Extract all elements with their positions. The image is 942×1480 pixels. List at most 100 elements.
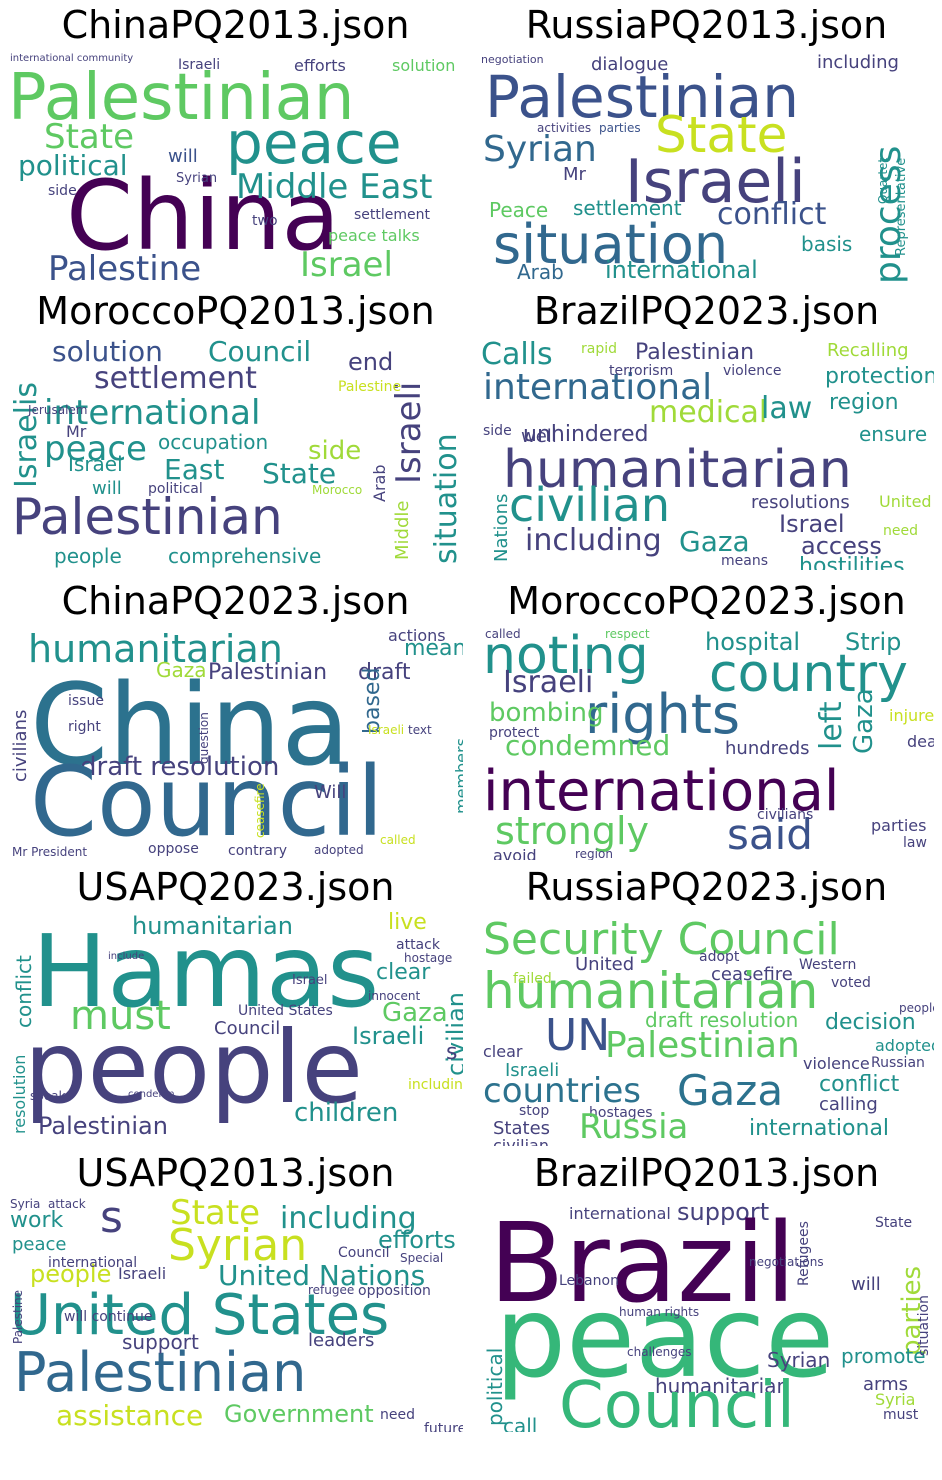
cloud-word: rapid <box>581 341 617 357</box>
cloud-word: means <box>404 636 463 661</box>
cloud-word: law <box>903 835 927 851</box>
panel-title: MoroccoPQ2023.json <box>507 579 906 623</box>
cloud-word: basis <box>801 232 853 256</box>
cloud-word: condemn <box>128 1089 175 1100</box>
cloud-word: need <box>380 1407 415 1423</box>
cloud-word: oppose <box>148 841 199 857</box>
cloud-word: Palestine <box>11 1289 25 1344</box>
cloud-word: adopted <box>875 1036 934 1055</box>
wordcloud-panel: USAPQ2013.json work s State including Syrian e… <box>0 1148 471 1434</box>
cloud-word: will <box>92 478 122 499</box>
cloud-word: side <box>483 423 512 439</box>
cloud-word: challenges <box>627 1345 692 1359</box>
cloud-word: decision <box>825 1010 916 1035</box>
cloud-word: Israeli <box>503 665 594 700</box>
cloud-word: attack <box>48 1197 86 1211</box>
cloud-word: work <box>10 1208 64 1233</box>
cloud-word: negotiation <box>481 53 544 66</box>
cloud-word: Palestinian <box>12 488 283 546</box>
cloud-word: clear <box>376 960 431 985</box>
cloud-word: international <box>483 367 713 408</box>
cloud-word: include <box>108 951 145 962</box>
wordcloud-canvas: Palestinian peace China Middle East State pol… <box>8 48 463 284</box>
cloud-word: region <box>829 390 899 415</box>
cloud-word: States <box>493 1118 551 1139</box>
cloud-word: actions <box>388 626 446 645</box>
cloud-word: Russia <box>579 1107 689 1146</box>
cloud-word: Arab <box>370 464 389 502</box>
cloud-word: Syrian <box>168 1220 308 1271</box>
cloud-word: ceasefire <box>711 964 793 985</box>
cloud-word: conflict <box>819 1072 900 1097</box>
cloud-word: Gaza <box>677 1066 784 1115</box>
cloud-word: humanitarian <box>132 912 293 940</box>
wordcloud-canvas: Calls Palestinian Recalling international pr… <box>479 334 934 570</box>
cloud-word: avoid <box>493 846 537 861</box>
cloud-word: occupation <box>158 430 269 454</box>
cloud-word: people <box>899 1001 934 1015</box>
wordcloud-canvas: work s State including Syrian efforts peace peo… <box>8 1196 463 1432</box>
cloud-word: situation <box>493 213 729 276</box>
cloud-word: including <box>817 52 899 73</box>
cloud-word: international <box>569 1204 671 1223</box>
cloud-word: peace <box>495 1273 835 1403</box>
cloud-word: Syrian <box>767 1348 831 1372</box>
cloud-word: called <box>380 833 416 847</box>
cloud-word: noting <box>483 626 649 686</box>
cloud-word: Council <box>559 1369 795 1432</box>
cloud-word: international <box>749 1116 890 1141</box>
cloud-word: opposition <box>358 1283 431 1299</box>
cloud-word: assistance <box>56 1399 204 1432</box>
cloud-word: region <box>575 847 613 860</box>
cloud-word: Israel <box>300 245 393 284</box>
cloud-word: humanitarian <box>28 627 283 671</box>
wordcloud-panel: MoroccoPQ2023.json noting hospital Strip cou… <box>471 576 942 862</box>
wordcloud-panel: MoroccoPQ2013.json solution Council end sett… <box>0 286 471 572</box>
cloud-word: China <box>66 160 341 272</box>
cloud-word: Government <box>224 1400 374 1428</box>
cloud-word: medical <box>649 395 768 430</box>
cloud-word: Israeli <box>625 147 806 217</box>
cloud-word: will <box>851 1274 881 1295</box>
cloud-word: comprehensive <box>168 544 322 568</box>
cloud-word: Strip <box>845 628 902 656</box>
cloud-word: Will <box>314 782 347 803</box>
cloud-word: Palestinian <box>635 340 755 365</box>
cloud-word: international <box>48 1255 138 1271</box>
cloud-word: human rights <box>619 1305 700 1319</box>
cloud-word: Calls <box>481 337 553 372</box>
cloud-word: civilians <box>757 807 814 823</box>
cloud-word: condemned <box>505 729 671 762</box>
cloud-word: strongly <box>495 809 649 853</box>
cloud-word: violence <box>803 1054 870 1073</box>
cloud-word: Russian <box>871 1055 925 1071</box>
cloud-word: activities <box>537 121 592 135</box>
cloud-word: members <box>452 738 463 814</box>
panel-title: USAPQ2013.json <box>76 1151 395 1195</box>
cloud-word: said <box>727 810 813 859</box>
cloud-word: dead <box>907 732 934 751</box>
wordcloud-panel: ChinaPQ2013.json Palestinian peace China Mid… <box>0 0 471 286</box>
cloud-word: solution <box>52 335 163 368</box>
cloud-word: Mr President <box>12 845 88 859</box>
cloud-word: UN <box>545 1010 611 1061</box>
cloud-word: international <box>483 759 840 824</box>
cloud-word: Brazil <box>489 1199 796 1327</box>
cloud-word: civilian <box>493 1136 549 1147</box>
cloud-word: text <box>408 723 432 737</box>
cloud-word: Peace <box>489 198 549 222</box>
cloud-word: Palestinian <box>8 61 355 135</box>
cloud-word: Palestinian <box>14 1341 307 1404</box>
cloud-word: Israeli <box>368 723 405 737</box>
cloud-word: including <box>408 1077 463 1093</box>
cloud-word: will <box>168 146 198 167</box>
panel-title: BrazilPQ2013.json <box>533 1151 880 1195</box>
cloud-word: need <box>883 523 918 539</box>
cloud-word: protection <box>825 364 934 389</box>
cloud-word: refugee <box>308 1283 355 1297</box>
cloud-word: Israeli <box>505 1060 560 1081</box>
cloud-word: contrary <box>228 843 288 859</box>
cloud-word: failed <box>513 971 552 987</box>
cloud-word: call <box>503 1414 538 1432</box>
cloud-word: Palestinian <box>605 1025 800 1066</box>
